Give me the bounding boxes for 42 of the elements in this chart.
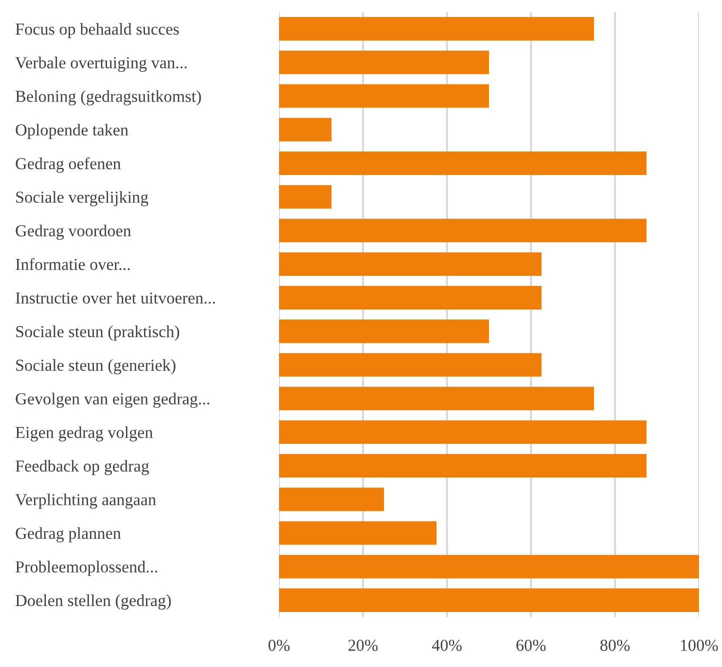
y-tick-label: Verplichting aangaan [15,494,156,509]
bar [279,554,699,578]
bar [279,320,489,344]
bar [279,17,594,41]
bar [279,588,699,612]
bar [279,420,646,444]
x-tick-label: 80% [600,640,630,652]
y-tick-label: Gevolgen van eigen gedrag... [16,392,210,408]
y-tick-label: Gedrag voordoen [16,224,132,240]
y-tick-label: Eigen gedrag volgen [16,426,153,442]
y-tick-label: Beloning (gedragsuitkomst) [16,90,201,106]
x-tick-label: 20% [348,640,378,652]
y-tick-label: Verbale overtuiging van... [15,56,187,72]
y-tick-label: Sociale steun (praktisch) [16,326,180,341]
bar [279,50,489,74]
y-tick-label: Sociale vergelijking [16,191,148,206]
bar [279,84,489,108]
bar [279,286,542,310]
bar [279,185,332,209]
bar [279,218,646,242]
y-tick-label: Doelen stellen (gedrag) [16,594,171,610]
bar [279,118,332,142]
bar [279,353,542,377]
y-tick-label: Informatie over... [16,258,130,270]
bar [279,386,594,410]
bar [279,151,646,176]
x-tick-label: 60% [516,640,546,652]
bar [279,252,542,276]
y-tick-label: Gedrag oefenen [16,157,121,173]
y-tick-label: Focus op behaald succes [16,23,179,38]
y-tick-label: Probleemoplossend... [16,560,158,576]
y-tick-label: Sociale steun (generiek) [16,359,176,374]
x-tick-label: 100% [681,640,718,652]
y-tick-label: Feedback op gedrag [16,460,149,476]
y-tick-label: Oplopende taken [16,124,128,139]
bar [279,521,436,545]
x-tick-label: 0% [268,640,290,652]
bar [279,454,646,478]
y-tick-label: Gedrag plannen [16,527,121,542]
x-tick-label: 40% [432,640,462,652]
y-tick-label: Instructie over het uitvoeren... [16,292,215,304]
bar [279,488,384,512]
